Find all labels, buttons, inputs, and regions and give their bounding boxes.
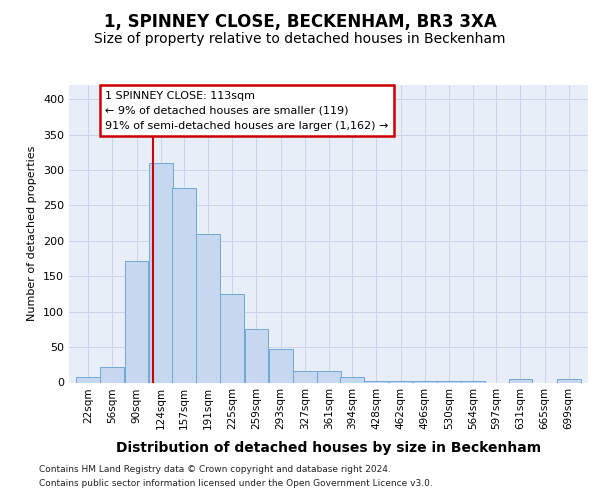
X-axis label: Distribution of detached houses by size in Beckenham: Distribution of detached houses by size …	[116, 440, 541, 454]
Bar	[389, 381, 412, 382]
Bar	[557, 379, 581, 382]
Bar	[149, 163, 173, 382]
Bar	[364, 381, 388, 382]
Bar	[125, 260, 148, 382]
Text: 1, SPINNEY CLOSE, BECKENHAM, BR3 3XA: 1, SPINNEY CLOSE, BECKENHAM, BR3 3XA	[104, 12, 496, 30]
Bar	[196, 234, 220, 382]
Bar	[245, 330, 268, 382]
Bar	[413, 381, 437, 382]
Bar	[340, 377, 364, 382]
Bar	[317, 371, 341, 382]
Bar	[220, 294, 244, 382]
Text: Contains HM Land Registry data © Crown copyright and database right 2024.: Contains HM Land Registry data © Crown c…	[39, 466, 391, 474]
Bar	[172, 188, 196, 382]
Y-axis label: Number of detached properties: Number of detached properties	[28, 146, 37, 322]
Bar	[293, 371, 317, 382]
Text: Size of property relative to detached houses in Beckenham: Size of property relative to detached ho…	[94, 32, 506, 46]
Bar	[269, 348, 293, 382]
Text: Contains public sector information licensed under the Open Government Licence v3: Contains public sector information licen…	[39, 479, 433, 488]
Text: 1 SPINNEY CLOSE: 113sqm
← 9% of detached houses are smaller (119)
91% of semi-de: 1 SPINNEY CLOSE: 113sqm ← 9% of detached…	[106, 91, 389, 130]
Bar	[509, 379, 532, 382]
Bar	[76, 377, 100, 382]
Bar	[100, 367, 124, 382]
Bar	[461, 381, 485, 382]
Bar	[437, 381, 461, 382]
